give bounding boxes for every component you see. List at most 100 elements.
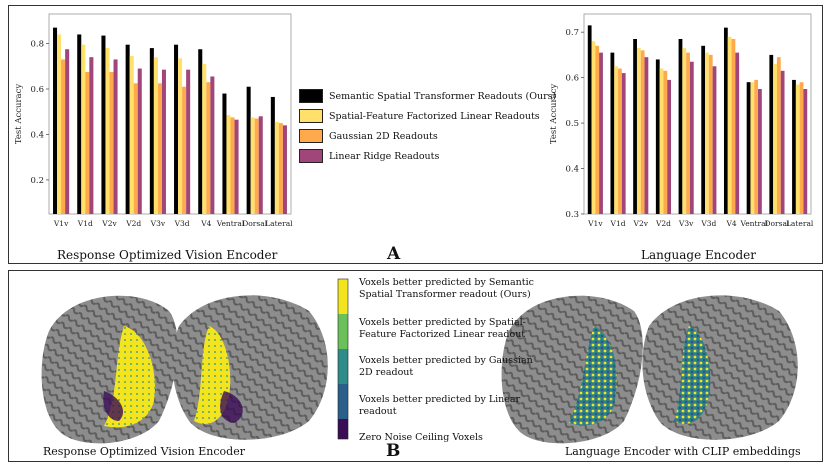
bar (678, 39, 683, 214)
bar (587, 25, 592, 215)
x-tick-label: Dorsal (242, 219, 267, 228)
bar (153, 57, 158, 214)
bar (689, 61, 694, 215)
bar (206, 82, 211, 214)
bar (708, 54, 713, 215)
bar (125, 44, 130, 214)
brain-flatmap-vision-left (41, 295, 178, 444)
brain-flatmap-language-left (501, 295, 643, 444)
bar (682, 48, 687, 214)
bar (803, 89, 808, 214)
colorbar-label-linear: Voxels better predicted by Linear readou… (359, 394, 521, 417)
bar (202, 64, 207, 214)
bar (705, 52, 709, 214)
x-tick-label: V3d (174, 219, 190, 228)
bar (735, 52, 740, 214)
colorbar (337, 278, 349, 440)
plot-frame (48, 13, 292, 215)
bar (667, 79, 672, 214)
bar (636, 48, 641, 214)
legend-label: Semantic Spatial Transformer Readouts (O… (329, 90, 557, 102)
bar (65, 49, 70, 215)
bar (663, 70, 668, 215)
bar (149, 48, 154, 214)
x-tick-label: Lateral (265, 219, 293, 228)
bar (792, 79, 796, 214)
bar (182, 86, 187, 214)
y-tick-label: 0.4 (30, 130, 44, 140)
bar (776, 57, 781, 214)
bar (109, 71, 114, 214)
y-tick-label: 0.6 (565, 74, 579, 84)
panel-b-left-caption: Response Optimized Vision Encoder (43, 445, 245, 458)
y-tick-label: 0.5 (565, 119, 579, 129)
bar (595, 45, 600, 215)
bar (198, 49, 203, 215)
bar (644, 57, 649, 214)
x-tick-label: Lateral (786, 219, 814, 228)
bar (610, 52, 615, 214)
legend-swatch (299, 149, 323, 163)
bar (61, 59, 66, 214)
x-tick-label: Ventral (216, 219, 245, 228)
bar (621, 73, 626, 214)
bar (278, 123, 283, 214)
bar (57, 34, 62, 214)
legend-swatch (299, 129, 323, 143)
y-tick-label: 0.2 (30, 176, 44, 186)
panel-a-left-caption: Response Optimized Vision Encoder (57, 248, 278, 262)
bar (754, 79, 759, 214)
chart-vision-encoder: 0.2 0.4 0.6 0.8 Test Accuracy V1v V1d V2v V2d V3v… (14, 13, 293, 228)
bar (53, 27, 58, 214)
bar (89, 57, 94, 214)
bar (591, 41, 596, 214)
x-tick-label: Ventral (740, 219, 769, 228)
legend-label: Spatial-Feature Factorized Linear Readou… (329, 110, 540, 122)
bar (85, 71, 90, 214)
bar (186, 69, 191, 214)
bar (686, 52, 690, 214)
x-tick-label: Dorsal (765, 219, 790, 228)
x-tick-label: V3d (700, 219, 716, 228)
legend-item: Spatial-Feature Factorized Linear Readou… (299, 106, 556, 126)
colorbar-label-zero-noise: Zero Noise Ceiling Voxels (359, 432, 483, 443)
legend-item: Gaussian 2D Readouts (299, 126, 556, 146)
bar (258, 116, 263, 214)
x-tick-label: V1d (610, 219, 626, 228)
bar (640, 50, 645, 215)
bar (226, 115, 231, 214)
panel-a-right-caption: Language Encoder (641, 248, 756, 262)
brain-maps (41, 278, 798, 444)
bar (101, 35, 106, 214)
x-tick-label: V4 (200, 219, 211, 228)
bar (274, 121, 279, 214)
bar (731, 39, 736, 214)
bar (799, 82, 804, 214)
legend-item: Linear Ridge Readouts (299, 146, 556, 166)
panel-a: 0.2 0.4 0.6 0.8 Test Accuracy V1v V1d V2v V2d V3v… (8, 5, 823, 264)
panel-b-letter: B (386, 441, 401, 461)
bar (773, 64, 777, 214)
x-tick-label: V2v (633, 219, 649, 228)
bar (618, 68, 622, 214)
legend-label: Gaussian 2D Readouts (329, 130, 438, 142)
chart-legend: Semantic Spatial Transformer Readouts (O… (299, 86, 556, 166)
bar (230, 117, 235, 214)
bar (129, 56, 134, 214)
panel-b: Voxels better predicted by Semantic Spat… (8, 270, 823, 462)
bar (769, 54, 774, 215)
legend-swatch (299, 89, 323, 103)
panel-a-letter: A (387, 244, 401, 264)
bar (113, 59, 118, 214)
bar (727, 36, 732, 215)
y-axis-label: Test Accuracy (14, 84, 24, 145)
y-tick-label: 0.8 (30, 40, 44, 50)
bar (157, 83, 162, 215)
legend-label: Linear Ridge Readouts (329, 150, 440, 162)
bar (246, 86, 251, 214)
bar (250, 117, 255, 214)
panel-b-right-caption: Language Encoder with CLIP embeddings (565, 445, 801, 458)
bar (254, 118, 259, 214)
chart-language-encoder: 0.3 0.4 0.5 0.6 0.7 Test Accuracy V1v V1d V2v V2d… (549, 13, 814, 228)
bar (599, 52, 603, 214)
